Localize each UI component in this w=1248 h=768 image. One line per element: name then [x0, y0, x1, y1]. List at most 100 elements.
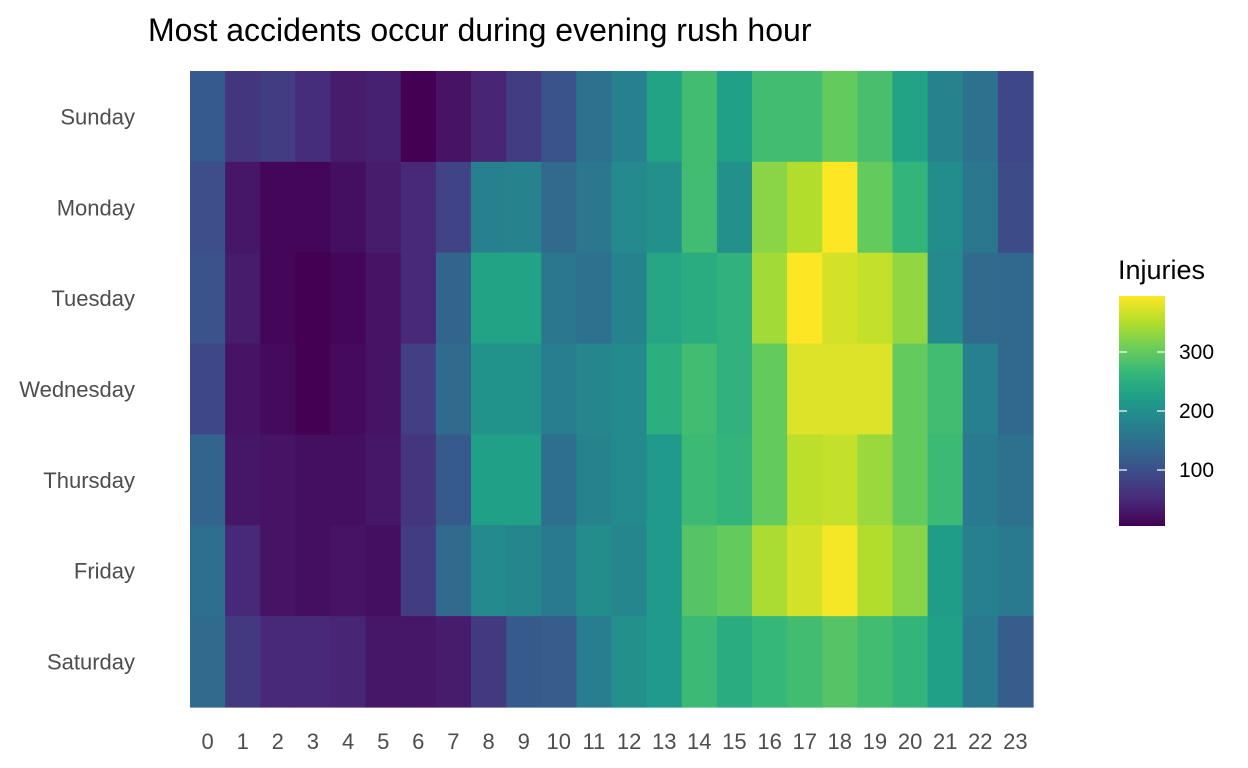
heatmap-cell [330, 71, 367, 163]
heatmap-cell [997, 525, 1034, 617]
heatmap-cell [471, 252, 507, 345]
heatmap-cell [330, 525, 367, 617]
heatmap-cell [611, 343, 648, 436]
heatmap-cell [927, 434, 964, 526]
heatmap-cell [260, 252, 296, 345]
heatmap-cell [716, 252, 753, 345]
heatmap-cell [611, 525, 648, 617]
heatmap-cell [962, 161, 999, 254]
heatmap-cell [962, 252, 999, 345]
heatmap-cell [541, 343, 577, 436]
x-tick-label: 16 [757, 729, 781, 754]
color-legend: Injuries 100 200 300 [1118, 255, 1214, 526]
y-tick-label: Wednesday [19, 377, 135, 402]
legend-title: Injuries [1118, 255, 1205, 285]
heatmap-cell [435, 252, 472, 345]
heatmap-cell [541, 252, 577, 345]
heatmap-cell [471, 71, 507, 163]
x-tick-label: 21 [933, 729, 957, 754]
heatmap-cell [330, 343, 367, 436]
heatmap-cell [822, 434, 858, 526]
y-tick-label: Monday [57, 195, 135, 220]
heatmap-cell [400, 252, 437, 345]
heatmap-cell [822, 525, 858, 617]
heatmap-cell [225, 343, 261, 436]
y-axis-tick-labels: Sunday Monday Tuesday Wednesday Thursday Frid… [19, 104, 135, 674]
heatmap-cell [330, 252, 367, 345]
heatmap-cell [260, 71, 296, 163]
x-tick-label: 23 [1003, 729, 1027, 754]
heatmap-cell [365, 525, 402, 617]
heatmap-cell [471, 434, 507, 526]
heatmap-cell [716, 71, 753, 163]
heatmap-cell [927, 252, 964, 345]
heatmap-cell [506, 252, 542, 345]
x-tick-label: 19 [863, 729, 887, 754]
heatmap-cell [541, 616, 577, 708]
heatmap-cell [997, 616, 1034, 708]
heatmap-cell [190, 434, 226, 526]
x-tick-label: 22 [968, 729, 992, 754]
heatmap-cell [400, 525, 437, 617]
y-tick-label: Sunday [60, 104, 135, 129]
heatmap-cell [927, 616, 964, 708]
heatmap-cell [716, 434, 753, 526]
heatmap-cell [295, 161, 332, 254]
heatmap-cell [400, 343, 437, 436]
x-tick-label: 18 [828, 729, 852, 754]
heatmap-cell [857, 343, 894, 436]
heatmap-cell [822, 71, 858, 163]
heatmap-cell [892, 252, 929, 345]
x-tick-label: 6 [412, 729, 424, 754]
heatmap-cell [400, 434, 437, 526]
heatmap-cell [681, 71, 718, 163]
x-tick-label: 3 [307, 729, 319, 754]
heatmap-cell [190, 252, 226, 345]
heatmap-cell [927, 161, 964, 254]
heatmap-cell [435, 71, 472, 163]
heatmap-cell [365, 616, 402, 708]
heatmap-cells [190, 71, 1034, 708]
heatmap-cell [997, 343, 1034, 436]
y-tick-label: Thursday [43, 468, 135, 493]
x-tick-label: 1 [237, 729, 249, 754]
heatmap-cell [892, 525, 929, 617]
heatmap-cell [330, 434, 367, 526]
heatmap-cell [576, 252, 613, 345]
heatmap-cell [716, 161, 753, 254]
x-tick-label: 12 [617, 729, 641, 754]
heatmap-cell [962, 71, 999, 163]
heatmap-cell [892, 616, 929, 708]
heatmap-cell [646, 434, 683, 526]
heatmap-cell [365, 343, 402, 436]
heatmap-cell [611, 252, 648, 345]
heatmap-cell [471, 343, 507, 436]
x-tick-label: 8 [482, 729, 494, 754]
heatmap-cell [997, 252, 1034, 345]
heatmap-cell [576, 434, 613, 526]
heatmap-cell [435, 161, 472, 254]
heatmap-cell [646, 71, 683, 163]
heatmap-cell [260, 525, 296, 617]
legend-tick-label: 300 [1179, 341, 1214, 364]
heatmap-cell [506, 616, 542, 708]
heatmap-cell [681, 161, 718, 254]
heatmap-cell [611, 616, 648, 708]
heatmap-cell [857, 252, 894, 345]
x-tick-label: 0 [201, 729, 213, 754]
heatmap-cell [892, 71, 929, 163]
heatmap-cell [892, 343, 929, 436]
heatmap-cell [576, 616, 613, 708]
heatmap-cell [190, 161, 226, 254]
heatmap-cell [260, 434, 296, 526]
legend-ticks: 100 200 300 [1119, 341, 1214, 482]
heatmap-cell [225, 161, 261, 254]
heatmap-cell [611, 71, 648, 163]
x-tick-label: 11 [582, 729, 605, 754]
heatmap-cell [435, 434, 472, 526]
heatmap-cell [611, 161, 648, 254]
heatmap-cell [541, 71, 577, 163]
heatmap-cell [787, 161, 823, 254]
heatmap-cell [787, 343, 823, 436]
legend-tick-label: 200 [1179, 400, 1214, 423]
